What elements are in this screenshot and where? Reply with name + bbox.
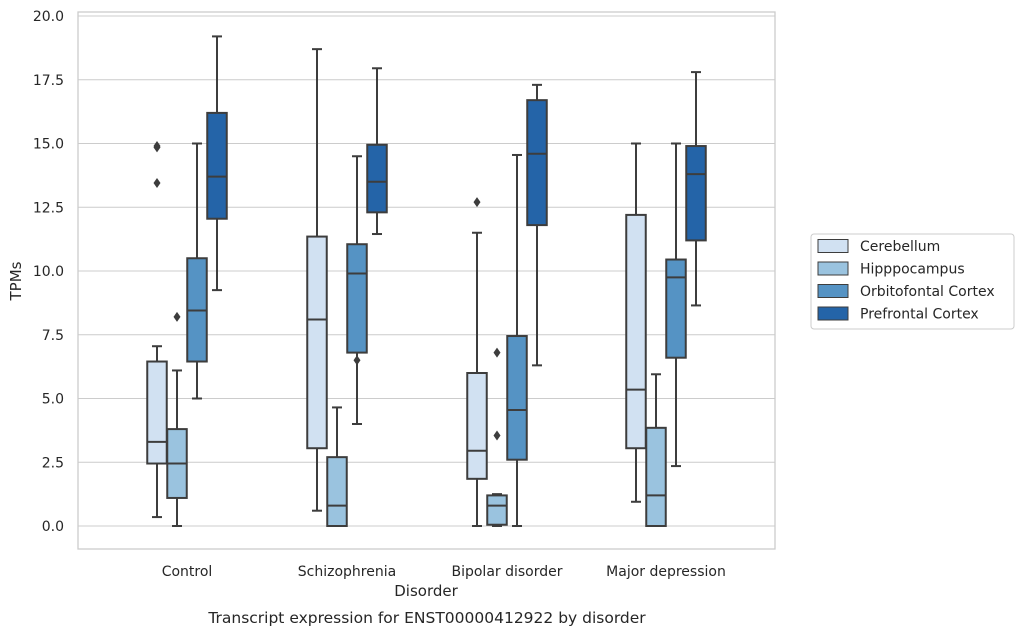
outlier-point bbox=[173, 311, 181, 322]
box-body bbox=[526, 99, 548, 227]
box-orbitofontal-cortex bbox=[506, 153, 528, 527]
box-hipppocampus bbox=[486, 347, 508, 527]
outlier-point bbox=[153, 178, 161, 189]
y-tick-label: 7.5 bbox=[42, 328, 64, 344]
y-tick-label: 2.5 bbox=[42, 455, 64, 471]
y-tick-label: 20.0 bbox=[33, 9, 64, 25]
legend-swatch bbox=[817, 306, 849, 321]
y-axis-label: TPMs bbox=[7, 261, 25, 301]
box-cerebellum bbox=[146, 141, 168, 519]
outlier-point bbox=[473, 197, 481, 208]
y-tick-label: 5.0 bbox=[42, 392, 64, 408]
box-body bbox=[366, 143, 388, 214]
box-body bbox=[645, 426, 667, 528]
box-cerebellum bbox=[466, 197, 488, 527]
box-orbitofontal-cortex bbox=[346, 155, 368, 425]
box-body bbox=[206, 111, 228, 220]
box-body bbox=[665, 258, 687, 359]
box-prefrontal-cortex bbox=[206, 35, 228, 292]
x-axis-label: Disorder bbox=[394, 582, 458, 600]
x-tick-label: Bipolar disorder bbox=[451, 564, 562, 580]
x-tick-label: Schizophrenia bbox=[298, 564, 396, 580]
box-series-layer bbox=[146, 35, 707, 528]
legend-frame bbox=[810, 233, 1015, 330]
legend-label: Hipppocampus bbox=[860, 262, 965, 278]
box-prefrontal-cortex bbox=[526, 83, 548, 367]
box-orbitofontal-cortex bbox=[665, 142, 687, 468]
box-body bbox=[146, 360, 168, 465]
box-cerebellum bbox=[306, 48, 328, 512]
box-body bbox=[486, 494, 508, 526]
y-tick-label: 0.0 bbox=[42, 519, 64, 535]
legend-label: Prefrontal Cortex bbox=[860, 307, 979, 323]
plot-frame bbox=[77, 11, 776, 550]
legend: Cerebellum Hipppocampus Orbitofontal Corte… bbox=[810, 233, 1015, 330]
box-cerebellum bbox=[625, 142, 647, 503]
box-body bbox=[625, 213, 647, 450]
legend-swatch bbox=[817, 284, 849, 298]
y-tick-label: 15.0 bbox=[33, 137, 64, 153]
box-body bbox=[506, 335, 528, 461]
box-prefrontal-cortex bbox=[685, 71, 707, 307]
y-tick-label: 17.5 bbox=[33, 73, 64, 89]
x-tick-label: Major depression bbox=[606, 564, 726, 580]
box-body bbox=[346, 243, 368, 354]
chart-caption: Transcript expression for ENST0000041292… bbox=[207, 609, 646, 627]
legend-label: Orbitofontal Cortex bbox=[860, 284, 995, 300]
legend-items: Cerebellum Hipppocampus Orbitofontal Corte… bbox=[817, 239, 995, 323]
box-hipppocampus bbox=[645, 373, 667, 528]
y-tick-labels: 0.0 2.5 5.0 7.5 10.0 12.5 15.0 17.5 20.0 bbox=[33, 9, 64, 535]
legend-swatch bbox=[817, 261, 849, 276]
box-orbitofontal-cortex bbox=[186, 142, 208, 400]
box-body bbox=[466, 372, 488, 480]
outlier-point bbox=[493, 430, 501, 441]
box-body bbox=[685, 145, 707, 242]
legend-swatch bbox=[817, 239, 849, 253]
outlier-point bbox=[493, 347, 501, 358]
box-hipppocampus bbox=[326, 406, 348, 527]
x-tick-label: Control bbox=[162, 564, 213, 580]
box-body bbox=[326, 456, 348, 527]
y-tick-label: 10.0 bbox=[33, 264, 64, 280]
box-prefrontal-cortex bbox=[366, 67, 388, 236]
outlier-point bbox=[153, 141, 161, 152]
legend-label: Cerebellum bbox=[860, 239, 940, 255]
outlier-point bbox=[353, 355, 361, 366]
box-hipppocampus bbox=[166, 311, 188, 527]
box-body bbox=[306, 235, 328, 450]
y-tick-label: 12.5 bbox=[33, 200, 64, 216]
x-tick-labels: Control Schizophrenia Bipolar disorder Majo… bbox=[162, 564, 726, 580]
